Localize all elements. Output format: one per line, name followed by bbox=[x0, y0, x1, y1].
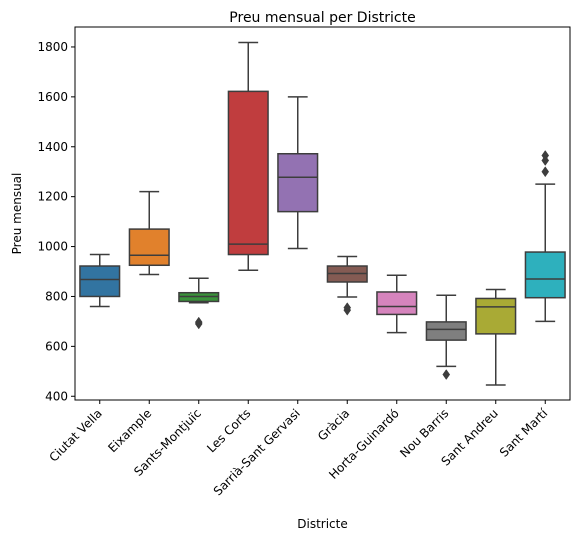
box-2 bbox=[128, 190, 170, 276]
box-9 bbox=[475, 288, 517, 386]
x-axis-label: Districte bbox=[297, 517, 347, 531]
iqr-box bbox=[79, 265, 121, 298]
x-tick-label: Nou Barris bbox=[397, 406, 451, 460]
x-tick-label: Sarrià-Sant Gervasi bbox=[211, 406, 303, 498]
y-axis: 400 600 800 1000 1200 1400 1600 1800 bbox=[37, 40, 75, 403]
box-4 bbox=[227, 41, 269, 272]
iqr-box bbox=[376, 291, 418, 316]
y-tick-label: 400 bbox=[45, 389, 68, 403]
iqr-box bbox=[524, 251, 566, 299]
outlier-point bbox=[194, 316, 203, 328]
box-7 bbox=[376, 274, 418, 334]
chart-title: Preu mensual per Districte bbox=[229, 10, 415, 26]
y-tick-label: 1400 bbox=[37, 140, 68, 154]
box-5 bbox=[277, 96, 319, 250]
box-10 bbox=[524, 150, 566, 323]
x-tick-label: Sant Martí bbox=[497, 406, 551, 460]
y-tick-label: 1200 bbox=[37, 190, 68, 204]
iqr-box bbox=[277, 152, 319, 213]
iqr-box bbox=[425, 321, 467, 341]
box-6 bbox=[326, 255, 368, 316]
outlier-point bbox=[541, 150, 550, 161]
box-8 bbox=[425, 294, 467, 380]
iqr-box bbox=[227, 90, 269, 256]
y-tick-label: 1800 bbox=[37, 40, 68, 54]
iqr-box bbox=[128, 228, 170, 267]
outlier-point bbox=[343, 302, 352, 314]
y-tick-label: 1600 bbox=[37, 90, 68, 104]
y-tick-label: 800 bbox=[45, 289, 68, 303]
outlier-point bbox=[442, 369, 451, 380]
iqr-box bbox=[475, 297, 517, 335]
x-tick-label: Eixample bbox=[105, 406, 154, 455]
y-axis-label: Preu mensual bbox=[10, 173, 24, 255]
x-tick-label: Ciutat Vella bbox=[46, 406, 104, 464]
boxes-layer bbox=[79, 41, 566, 386]
x-tick-label: Les Corts bbox=[204, 406, 253, 455]
box-3 bbox=[178, 277, 220, 330]
y-tick-label: 600 bbox=[45, 339, 68, 353]
box-1 bbox=[79, 253, 121, 308]
x-tick-label: Gràcia bbox=[315, 406, 352, 443]
outlier-point bbox=[541, 166, 550, 178]
plot-frame bbox=[74, 26, 571, 401]
y-tick-label: 1000 bbox=[37, 240, 68, 254]
